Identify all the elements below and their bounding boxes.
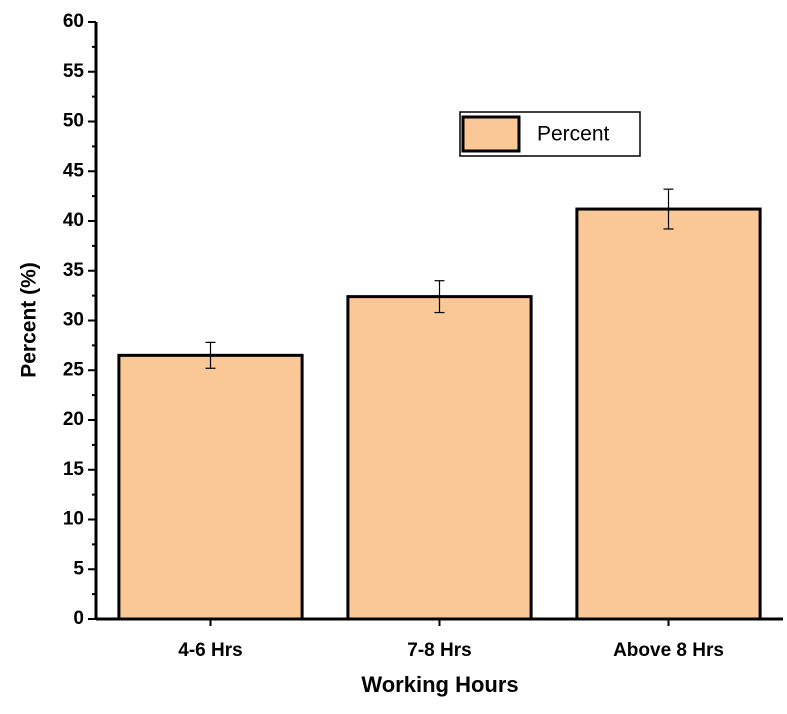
y-tick-label: 40 bbox=[63, 210, 84, 231]
y-tick-label: 50 bbox=[63, 111, 84, 132]
legend-swatch bbox=[461, 115, 521, 153]
y-tick-label: 25 bbox=[63, 359, 85, 380]
y-tick-label: 35 bbox=[63, 260, 85, 281]
error-bar bbox=[205, 341, 216, 369]
y-tick-label: 45 bbox=[63, 160, 85, 181]
y-tick-label: 10 bbox=[63, 509, 84, 530]
y-tick-label: 55 bbox=[63, 61, 85, 82]
x-tick-label: Above 8 Hrs bbox=[613, 640, 724, 661]
y-tick-label: 20 bbox=[63, 409, 84, 430]
x-tick-label: 7-8 Hrs bbox=[407, 640, 471, 661]
x-tick-label: 4-6 Hrs bbox=[178, 640, 242, 661]
bar bbox=[346, 295, 533, 621]
y-tick-label: 5 bbox=[73, 558, 84, 579]
y-tick-label: 60 bbox=[63, 11, 84, 32]
error-bar bbox=[434, 280, 445, 314]
bar bbox=[117, 353, 304, 621]
legend-label: Percent bbox=[537, 123, 610, 146]
y-tick-label: 30 bbox=[63, 310, 84, 331]
x-axis-label: Working Hours bbox=[361, 672, 518, 697]
bar bbox=[575, 207, 762, 621]
y-axis-label: Percent (%) bbox=[18, 262, 41, 378]
y-tick-label: 15 bbox=[63, 459, 85, 480]
error-bar bbox=[663, 188, 674, 230]
y-tick-label: 0 bbox=[73, 608, 84, 629]
